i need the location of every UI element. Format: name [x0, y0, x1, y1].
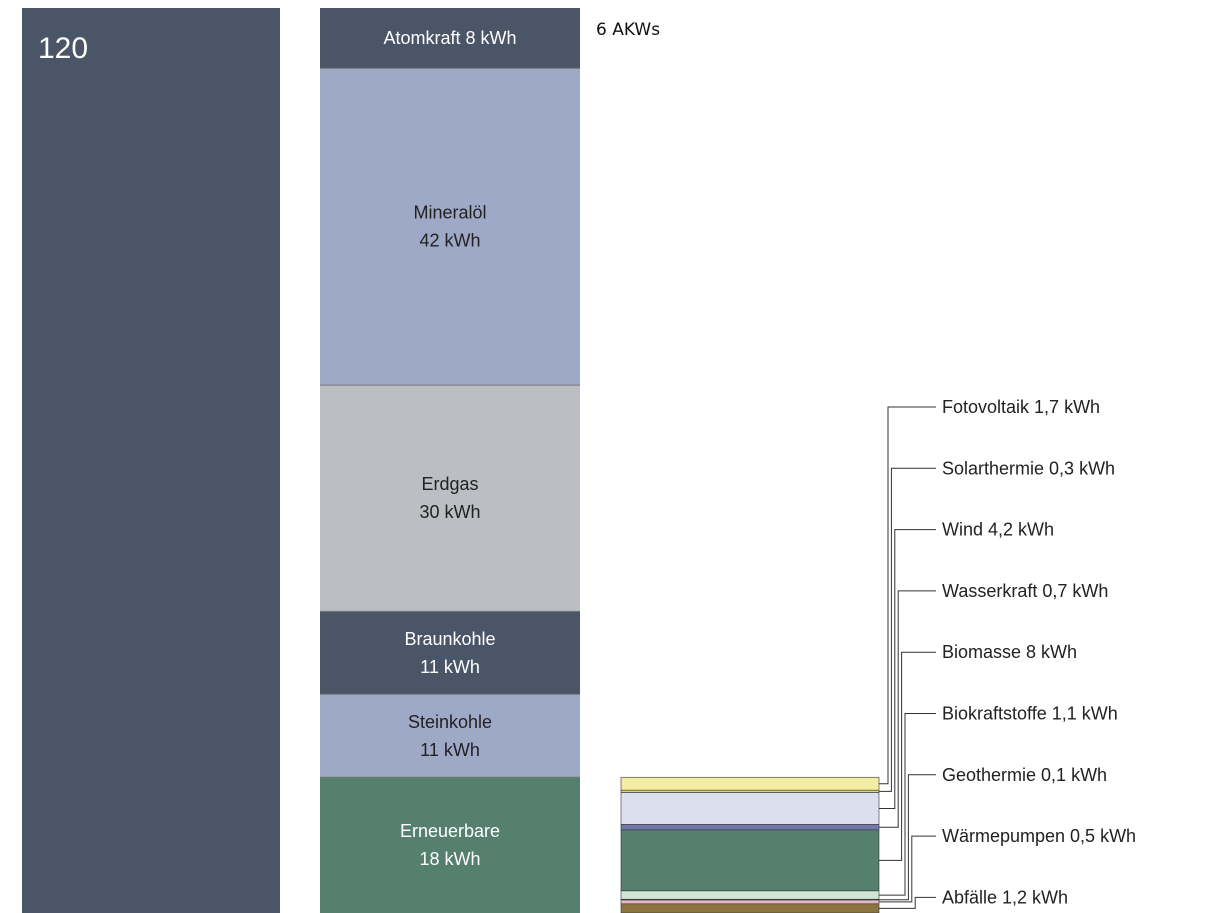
leader-line-geothermie — [879, 774, 936, 901]
renewables-leaders: Fotovoltaik 1,7 kWh Solarthermie 0,3 kWh W… — [879, 397, 1136, 909]
renew-label-abfaelle: Abfälle 1,2 kWh — [942, 887, 1068, 907]
renew-label-wind: Wind 4,2 kWh — [942, 520, 1054, 540]
note-akw: 6 AKWs — [596, 20, 661, 40]
bar-label-braunkohle: 11 kWh — [420, 657, 480, 677]
renew-label-fotovoltaik: Fotovoltaik 1,7 kWh — [942, 397, 1100, 417]
leader-line-fotovoltaik — [879, 406, 936, 785]
bar-braunkohle — [320, 611, 580, 695]
leader-line-solarthermie — [879, 467, 936, 792]
bar-label-steinkohle: 11 kWh — [420, 740, 480, 760]
bar-label-erdgas: Erdgas — [421, 474, 478, 494]
renew-bar-wind — [620, 792, 880, 825]
leader-line-wind — [879, 529, 936, 809]
renew-bar-solarthermie — [620, 789, 880, 793]
renew-bar-biokraftstoffe — [620, 890, 880, 900]
bar-label-erneuerbare: 18 kWh — [419, 849, 480, 869]
primary-stack: Atomkraft 8 kWh Mineralöl 42 kWh Erdgas 30 k… — [320, 8, 580, 913]
renewables-stack — [620, 776, 880, 913]
bar-label-erdgas: 30 kWh — [419, 502, 480, 522]
renew-bar-wasserkraft — [620, 824, 880, 831]
bar-label-erneuerbare: Erneuerbare — [400, 821, 500, 841]
bar-erneuerbare — [320, 777, 580, 913]
bar-label-atomkraft: Atomkraft 8 kWh — [383, 28, 516, 48]
renew-label-wasserkraft: Wasserkraft 0,7 kWh — [942, 581, 1108, 601]
bar-label-mineraloel: Mineralöl — [413, 203, 486, 223]
renew-label-geothermie: Geothermie 0,1 kWh — [942, 765, 1107, 785]
bar-erdgas — [320, 385, 580, 612]
bar-label-braunkohle: Braunkohle — [404, 629, 495, 649]
leader-line-abfaelle — [879, 896, 936, 909]
leader-line-biokraftstoffe — [879, 713, 936, 896]
renew-bar-abfaelle — [620, 903, 880, 913]
renew-bar-waermepumpen — [620, 899, 880, 905]
renew-label-biomasse: Biomasse 8 kWh — [942, 642, 1077, 662]
bar-label-steinkohle: Steinkohle — [408, 712, 492, 732]
renew-label-waermepumpen: Wärmepumpen 0,5 kWh — [942, 826, 1136, 846]
renew-label-solarthermie: Solarthermie 0,3 kWh — [942, 458, 1115, 478]
bar-label-mineraloel: 42 kWh — [419, 231, 480, 251]
total-label: 120 — [38, 32, 88, 65]
renew-label-biokraftstoffe: Biokraftstoffe 1,1 kWh — [942, 704, 1118, 724]
renew-bar-biomasse — [620, 829, 880, 892]
leader-line-wasserkraft — [879, 590, 936, 828]
renew-bar-fotovoltaik — [620, 776, 880, 791]
bar-mineraloel — [320, 68, 580, 386]
bar-atomkraft — [320, 8, 580, 69]
leader-line-waermepumpen — [879, 835, 936, 903]
total-bar — [22, 8, 280, 913]
bar-steinkohle — [320, 694, 580, 778]
leader-line-biomasse — [879, 651, 936, 861]
